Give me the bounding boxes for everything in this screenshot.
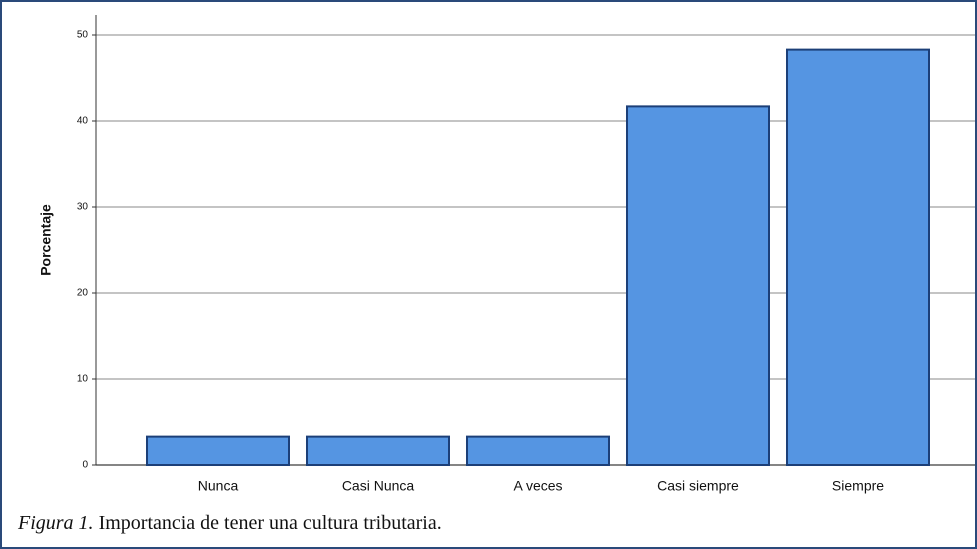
- caption-text: Importancia de tener una cultura tributa…: [99, 512, 442, 534]
- bar: [146, 435, 290, 466]
- x-tick-label: A veces: [513, 478, 562, 494]
- y-tick-label: 20: [77, 288, 89, 299]
- bar: [306, 435, 450, 466]
- x-tick-label: Siempre: [832, 478, 884, 494]
- y-tick-label: 30: [77, 202, 89, 213]
- x-tick-label: Casi siempre: [657, 478, 739, 494]
- y-axis-label: Porcentaje: [38, 204, 54, 276]
- x-tick-label: Nunca: [198, 478, 239, 494]
- y-tick-label: 10: [77, 374, 89, 385]
- bar: [626, 105, 770, 466]
- x-tick-label: Casi Nunca: [342, 478, 415, 494]
- caption-label: Figura 1.: [17, 512, 94, 534]
- y-tick-label: 50: [77, 30, 89, 41]
- y-tick-label: 0: [82, 460, 88, 471]
- bar: [786, 48, 930, 467]
- bar: [466, 435, 610, 466]
- caption: Figura 1. Importancia de tener una cultu…: [17, 512, 442, 534]
- y-tick-label: 40: [77, 116, 89, 127]
